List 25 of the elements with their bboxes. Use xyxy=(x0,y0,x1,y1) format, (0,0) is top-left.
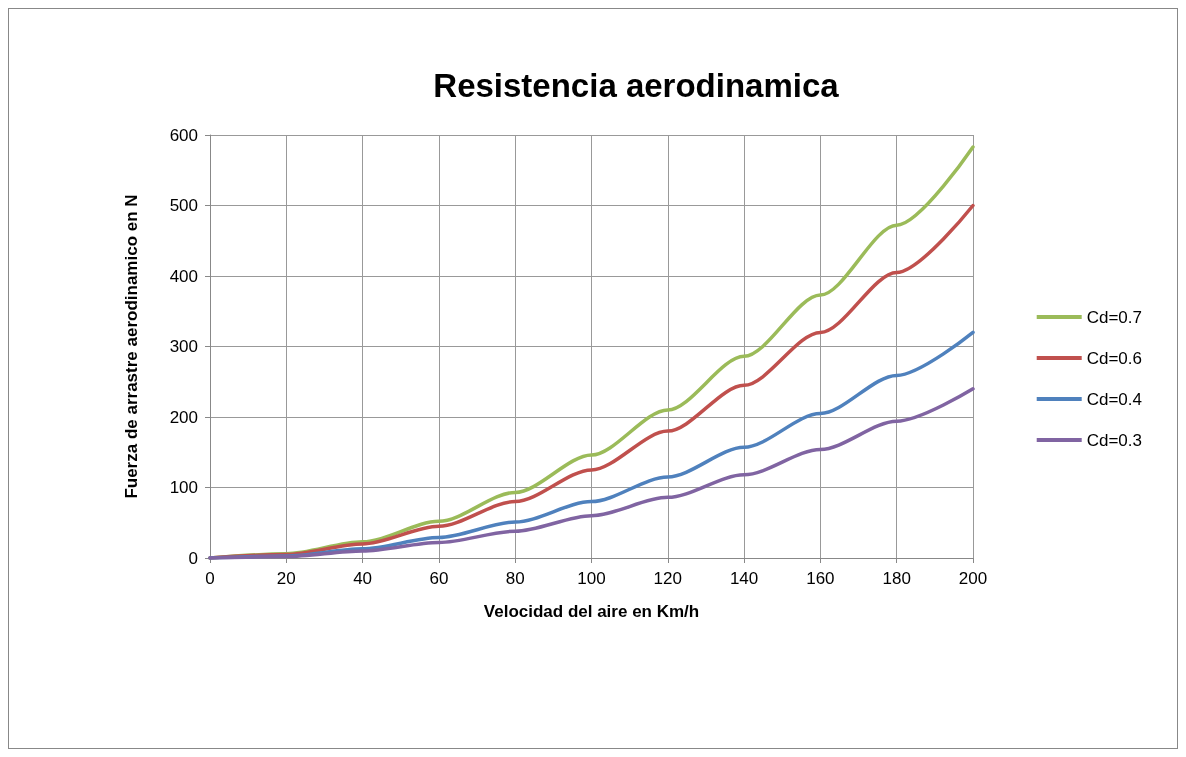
x-tick-label: 80 xyxy=(505,569,525,588)
x-tick-label: 0 xyxy=(205,569,215,588)
x-tick-label: 120 xyxy=(653,569,682,588)
x-tick-label: 40 xyxy=(353,569,373,588)
x-tick-label: 60 xyxy=(429,569,449,588)
y-axis-title: Fuerza de arrastre aerodinamico en N xyxy=(122,194,141,499)
x-tick-label: 180 xyxy=(882,569,911,588)
y-tick-label: 500 xyxy=(169,196,198,215)
x-axis-title: Velocidad del aire en Km/h xyxy=(483,602,700,621)
x-tick-label: 20 xyxy=(276,569,296,588)
x-tick-label: 100 xyxy=(577,569,606,588)
x-tick-label: 200 xyxy=(958,569,988,588)
x-tick-label: 160 xyxy=(806,569,835,588)
y-tick-label: 200 xyxy=(169,407,198,427)
x-tick-label: 140 xyxy=(729,569,759,588)
y-tick-label: 400 xyxy=(169,266,198,286)
y-tick-label: 100 xyxy=(169,478,198,497)
legend-label: Cd=0.7 xyxy=(1086,307,1143,327)
legend-label: Cd=0.3 xyxy=(1086,430,1143,450)
y-tick-label: 300 xyxy=(169,337,198,356)
y-tick-label: 0 xyxy=(188,548,198,568)
legend-label: Cd=0.6 xyxy=(1086,348,1143,368)
legend-label: Cd=0.4 xyxy=(1086,389,1143,409)
chart-title: Resistencia aerodinamica xyxy=(433,67,840,104)
y-tick-label: 600 xyxy=(169,125,198,145)
